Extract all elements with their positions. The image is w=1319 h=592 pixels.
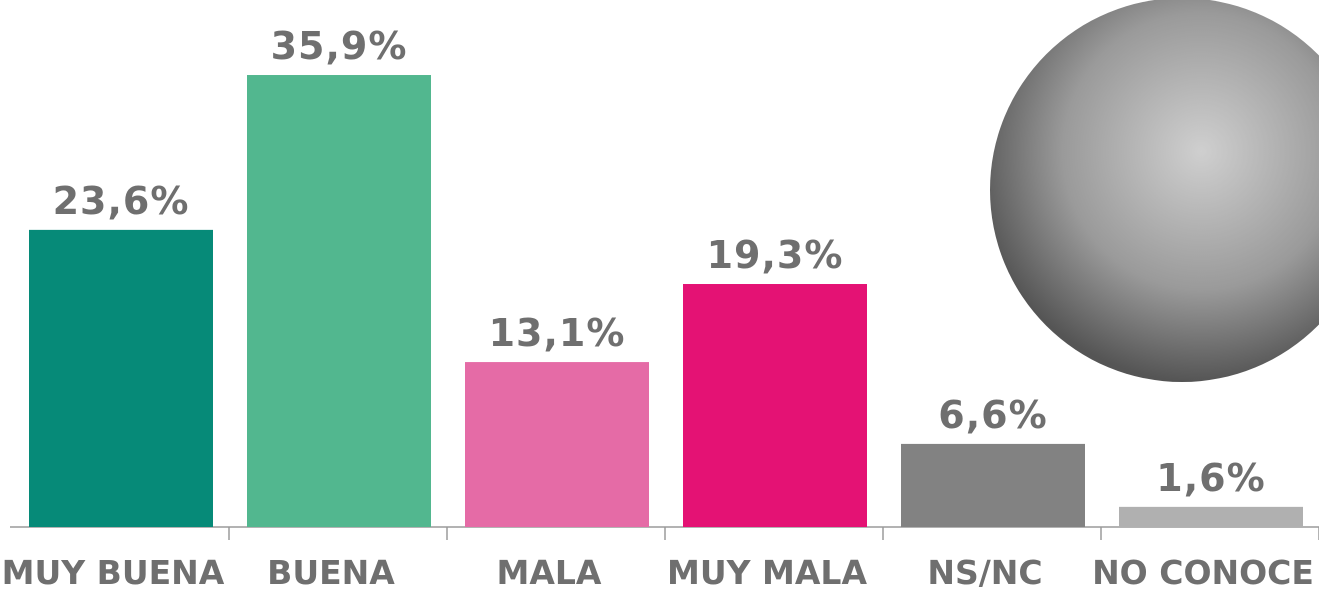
x-tick-label: MUY BUENA [2, 553, 225, 592]
bar [247, 75, 431, 527]
x-tick-label: BUENA [267, 553, 395, 592]
x-tick-label: NO CONOCE [1092, 553, 1314, 592]
value-label: 6,6% [938, 393, 1047, 437]
bar [1119, 507, 1303, 527]
x-tick-label: MUY MALA [667, 553, 867, 592]
value-label: 13,1% [489, 311, 626, 355]
value-label: 23,6% [53, 179, 190, 223]
value-label: 1,6% [1156, 456, 1265, 500]
value-label: 19,3% [707, 233, 844, 277]
bar [901, 444, 1085, 527]
value-label: 35,9% [271, 24, 408, 68]
bar [29, 230, 213, 527]
bar [683, 284, 867, 527]
page: {"chart_data": {"type": "bar", "categori… [0, 0, 1319, 592]
x-tick-label: MALA [497, 553, 602, 592]
portrait-photo [990, 0, 1319, 382]
bar [465, 362, 649, 527]
x-tick-label: NS/NC [927, 553, 1042, 592]
chart: 23,6% MUY BUENA 35,9% BUENA 13,1% MALA 19,3% MU… [0, 0, 1319, 592]
